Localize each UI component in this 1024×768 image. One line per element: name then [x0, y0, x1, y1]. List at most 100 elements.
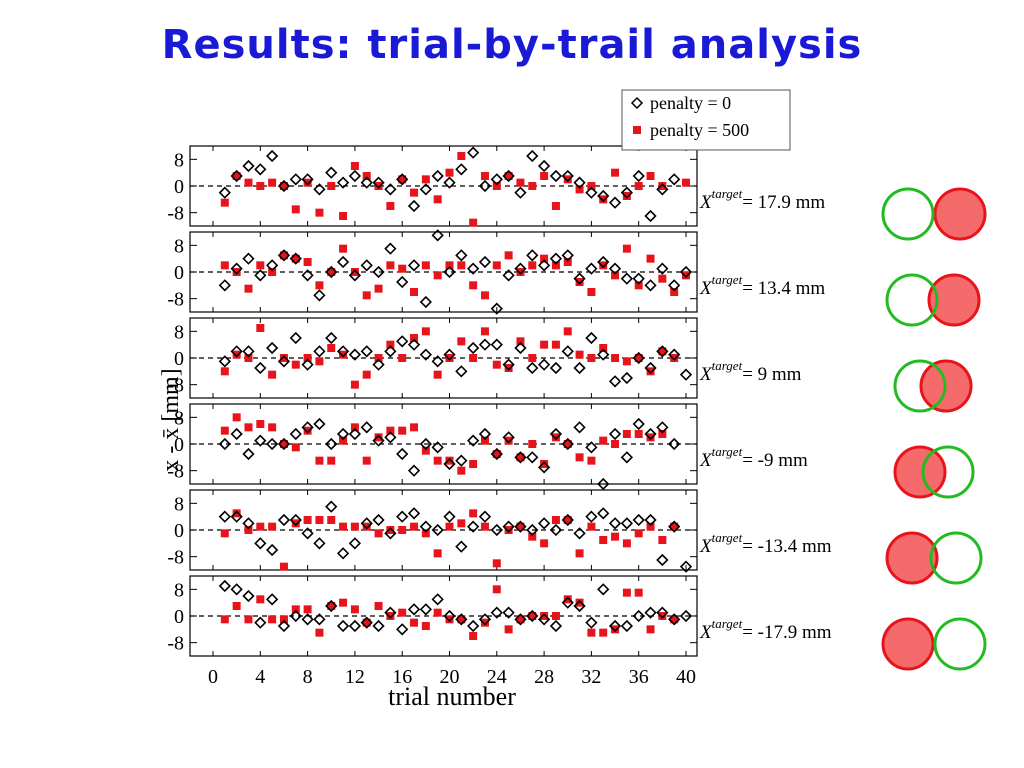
point-penalty-500 — [622, 588, 631, 597]
point-penalty-0 — [608, 427, 622, 441]
x-tick-label: 32 — [581, 666, 601, 688]
point-penalty-0 — [526, 249, 539, 262]
point-penalty-0 — [348, 537, 362, 550]
point-penalty-500 — [492, 261, 501, 270]
point-penalty-500 — [682, 178, 690, 187]
point-penalty-500 — [220, 367, 229, 376]
circle-diagram-3 — [893, 359, 973, 413]
target-circle — [893, 359, 947, 413]
point-penalty-500 — [244, 615, 253, 624]
point-penalty-500 — [374, 354, 383, 362]
point-penalty-500 — [480, 618, 489, 627]
y-tick-label: 8 — [174, 149, 184, 171]
target-label-3: Xtarget= 9 mm — [699, 358, 802, 385]
point-penalty-0 — [301, 613, 314, 626]
point-penalty-0 — [514, 451, 527, 464]
target-circle — [921, 445, 975, 499]
point-penalty-0 — [265, 543, 279, 557]
point-penalty-500 — [551, 340, 560, 349]
target-label-2: Xtarget= 13.4 mm — [699, 272, 825, 299]
point-penalty-0 — [230, 510, 243, 523]
target-symbol: X — [699, 278, 713, 299]
point-penalty-500 — [398, 426, 407, 435]
point-penalty-500 — [421, 622, 430, 630]
point-penalty-0 — [289, 173, 302, 186]
point-penalty-0 — [360, 176, 373, 189]
point-penalty-0 — [656, 345, 669, 358]
target-superscript: target — [712, 616, 743, 631]
point-penalty-0 — [620, 186, 634, 199]
point-penalty-500 — [563, 327, 572, 336]
y-tick-label: -8 — [167, 461, 184, 483]
point-penalty-0 — [396, 275, 409, 289]
target-circle — [885, 273, 939, 327]
point-penalty-500 — [268, 178, 277, 187]
point-penalty-0 — [325, 331, 338, 345]
point-penalty-0 — [608, 375, 622, 388]
point-penalty-500 — [339, 598, 348, 607]
point-penalty-0 — [431, 169, 444, 183]
point-penalty-0 — [644, 606, 657, 619]
point-penalty-500 — [279, 251, 288, 260]
penalty-circle — [893, 445, 947, 499]
point-penalty-0 — [254, 163, 267, 176]
point-penalty-0 — [230, 262, 243, 275]
point-penalty-500 — [563, 516, 572, 524]
y-tick-label: 8 — [174, 579, 184, 601]
point-penalty-0 — [656, 553, 669, 567]
point-penalty-0 — [384, 431, 397, 444]
point-penalty-500 — [398, 264, 407, 273]
point-penalty-500 — [646, 433, 655, 442]
point-penalty-500 — [433, 549, 442, 558]
circle-diagram-5 — [885, 531, 983, 585]
penalty-circle — [885, 531, 939, 585]
point-penalty-0 — [490, 338, 503, 351]
point-penalty-0 — [443, 457, 456, 471]
target-label-4: Xtarget= -9 mm — [699, 444, 808, 471]
point-penalty-500 — [244, 178, 253, 187]
point-penalty-0 — [254, 616, 267, 629]
point-penalty-0 — [313, 289, 326, 302]
point-penalty-0 — [443, 609, 456, 623]
point-penalty-0 — [230, 427, 243, 441]
point-penalty-500 — [516, 453, 525, 462]
point-penalty-500 — [528, 440, 537, 448]
point-penalty-500 — [362, 172, 371, 180]
point-penalty-500 — [504, 625, 513, 634]
point-penalty-0 — [431, 229, 444, 242]
target-value: = 17.9 mm — [742, 192, 825, 213]
point-penalty-0 — [455, 249, 468, 262]
point-penalty-0 — [254, 269, 267, 282]
point-penalty-0 — [490, 606, 503, 619]
point-penalty-0 — [313, 613, 326, 626]
point-penalty-500 — [374, 182, 383, 190]
point-penalty-500 — [339, 350, 348, 359]
point-penalty-500 — [315, 516, 324, 524]
point-penalty-0 — [265, 149, 279, 163]
x-tick-label: 0 — [208, 666, 218, 688]
point-penalty-500 — [268, 268, 277, 276]
point-penalty-0 — [467, 520, 480, 533]
point-penalty-0 — [277, 619, 291, 633]
point-penalty-500 — [268, 522, 277, 531]
point-penalty-500 — [256, 522, 265, 531]
point-penalty-500 — [315, 281, 324, 290]
point-penalty-500 — [516, 522, 525, 531]
point-penalty-0 — [254, 434, 267, 447]
point-penalty-0 — [644, 361, 657, 375]
point-penalty-0 — [620, 619, 634, 633]
target-superscript: target — [712, 530, 743, 545]
point-penalty-0 — [419, 348, 432, 361]
point-penalty-0 — [218, 186, 231, 199]
y-tick-label: 0 — [174, 176, 184, 198]
point-penalty-500 — [339, 436, 348, 445]
point-penalty-500 — [622, 244, 631, 253]
point-penalty-500 — [504, 526, 513, 534]
point-penalty-0 — [656, 183, 669, 196]
target-symbol: X — [699, 622, 713, 643]
point-penalty-0 — [396, 335, 409, 348]
point-penalty-0 — [277, 249, 291, 262]
panel-3: 8 0 -8 — [167, 317, 698, 399]
x-tick-label: 12 — [345, 666, 365, 688]
point-penalty-500 — [516, 337, 525, 346]
